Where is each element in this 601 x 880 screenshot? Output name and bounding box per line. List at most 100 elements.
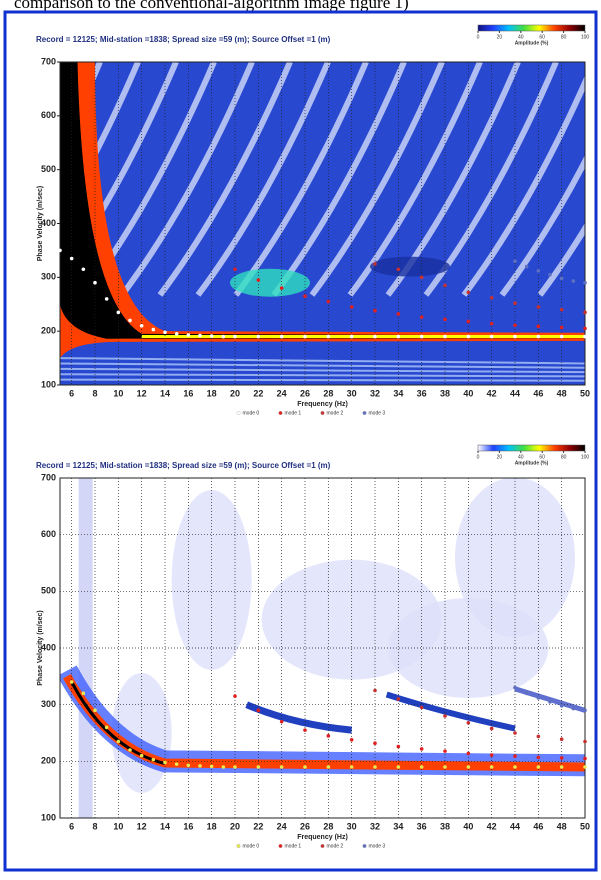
y-axis-label: Phase Velocity (m/sec): [37, 186, 44, 261]
x-tick-label: 32: [370, 821, 380, 831]
x-tick-label: 48: [557, 821, 567, 831]
image-low: [60, 378, 585, 382]
mode-point: [536, 696, 541, 700]
mode-point: [198, 764, 202, 768]
x-tick-label: 20: [230, 821, 240, 831]
image-low: [60, 357, 585, 365]
mode-point: [128, 318, 132, 323]
mode-point: [419, 275, 424, 280]
mode-point: [349, 765, 354, 769]
mode-point: [69, 680, 74, 684]
mode-point: [513, 765, 517, 769]
mode-point: [396, 765, 401, 769]
mode-point: [524, 691, 529, 696]
legend-label: mode 1: [285, 843, 302, 849]
image-stripe: [499, 154, 585, 297]
mode-point: [128, 748, 132, 752]
x-axis-label: Frequency (Hz): [297, 834, 348, 841]
legend-label: mode 0: [243, 843, 260, 849]
x-tick-label: 14: [160, 388, 170, 398]
mode-point: [58, 248, 62, 253]
mode-point: [536, 755, 541, 760]
mode-point: [513, 685, 517, 690]
mode-point: [443, 334, 447, 339]
y-tick-label: 400: [41, 642, 56, 652]
mode-point: [163, 760, 167, 765]
mode-point: [396, 334, 401, 339]
mode-point: [536, 269, 541, 273]
mode-point: [419, 765, 424, 769]
legend-label: mode 0: [243, 410, 260, 416]
mode-point: [571, 706, 576, 711]
x-tick-label: 38: [440, 388, 450, 398]
x-tick-label: 38: [440, 821, 450, 831]
x-tick-label: 28: [323, 388, 333, 398]
colorbar-tick-label: 20: [497, 34, 503, 40]
mode-point: [209, 764, 214, 769]
image-blob: [230, 268, 310, 297]
mode-point: [513, 301, 517, 305]
mode-point: [233, 765, 237, 769]
x-tick-label: 50: [580, 821, 590, 831]
mode-point: [151, 757, 156, 762]
x-tick-label: 42: [487, 821, 497, 831]
x-tick-label: 50: [580, 388, 590, 398]
x-tick-label: 36: [417, 821, 427, 831]
mode-point: [396, 312, 401, 316]
mode-point: [466, 765, 471, 769]
y-tick-label: 300: [41, 272, 56, 282]
x-tick-label: 18: [207, 821, 217, 831]
y-tick-label: 700: [41, 56, 56, 66]
legend-marker: [278, 844, 283, 848]
image-blob: [370, 256, 450, 277]
image-low: [60, 373, 585, 378]
x-tick-label: 36: [417, 388, 427, 398]
mode-point: [583, 334, 587, 339]
legend-label: mode 2: [327, 843, 344, 849]
mode-point: [443, 749, 447, 753]
mode-point: [373, 765, 377, 769]
mode-point: [489, 295, 494, 300]
mode-point: [279, 765, 284, 769]
mode-point: [419, 747, 424, 751]
mode-point: [303, 334, 307, 339]
image-stripe: [119, 62, 255, 297]
mode-point: [489, 753, 494, 757]
mode-point: [221, 334, 226, 339]
y-tick-label: 400: [41, 218, 56, 228]
mode-point: [559, 307, 564, 312]
y-tick-label: 700: [41, 472, 56, 482]
colorbar-tick-label: 100: [581, 454, 590, 460]
x-tick-label: 46: [533, 388, 543, 398]
mode-point: [303, 294, 307, 298]
image-stripe: [309, 62, 445, 297]
mode-point: [81, 691, 86, 696]
x-tick-label: 18: [207, 388, 217, 398]
mode-point: [513, 754, 517, 759]
mode-point: [559, 325, 564, 330]
mode-point: [559, 756, 564, 760]
image-low: [60, 362, 585, 369]
x-tick-label: 8: [92, 388, 97, 398]
x-tick-label: 44: [510, 821, 520, 831]
colorbar-tick-label: 80: [561, 454, 567, 460]
mode-point: [419, 705, 424, 710]
y-tick-label: 600: [41, 110, 56, 120]
image-stripe: [347, 62, 483, 297]
x-tick-label: 26: [300, 821, 310, 831]
mode-point: [279, 286, 284, 290]
mode-point: [116, 739, 121, 744]
mode-point: [583, 756, 587, 761]
mode-point: [326, 765, 331, 769]
colorbar-tick-label: 80: [561, 34, 567, 40]
mode-point: [116, 310, 121, 315]
frame: [3, 10, 598, 872]
mode-point: [489, 334, 494, 339]
legend-marker: [278, 411, 283, 415]
amplitude-image: [60, 62, 585, 385]
x-tick-label: 26: [300, 388, 310, 398]
mode-point: [466, 751, 471, 756]
mode-point: [513, 323, 517, 328]
x-tick-label: 20: [230, 388, 240, 398]
mode-point: [489, 765, 494, 769]
